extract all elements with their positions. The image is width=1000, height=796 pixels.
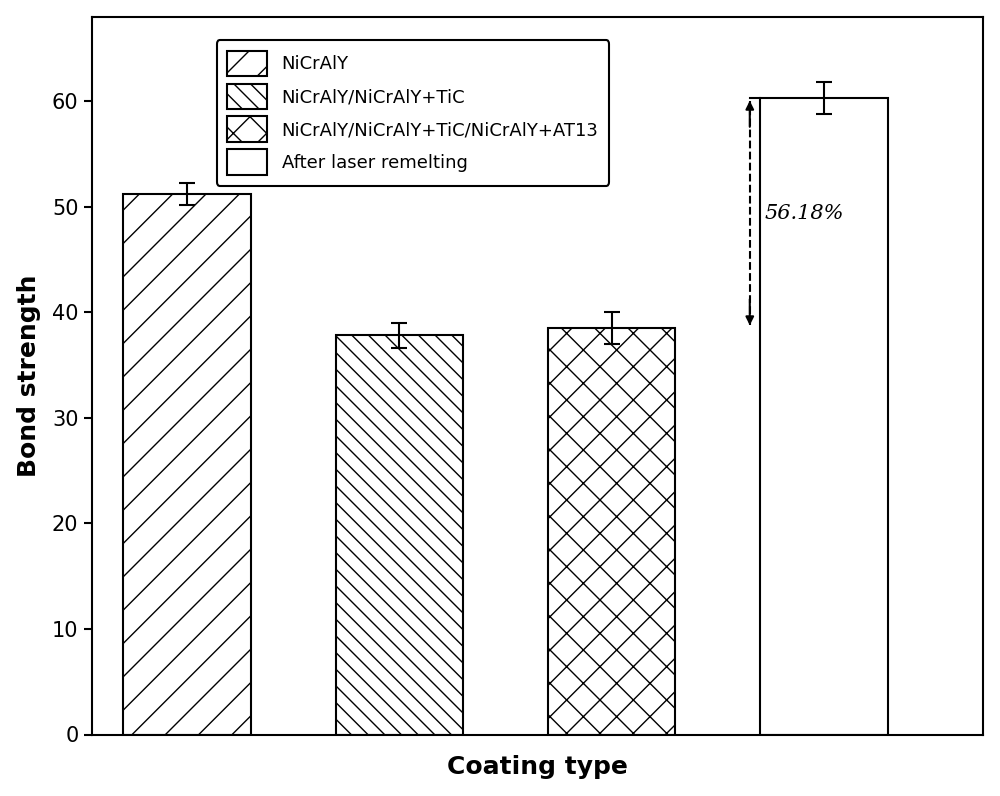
Bar	[548, 328, 675, 735]
Legend: NiCrAlY, NiCrAlY/NiCrAlY+TiC, NiCrAlY/NiCrAlY+TiC/NiCrAlY+AT13, After laser reme: NiCrAlY, NiCrAlY/NiCrAlY+TiC, NiCrAlY/Ni…	[217, 40, 609, 185]
X-axis label: Coating type: Coating type	[447, 755, 628, 779]
Bar	[760, 98, 888, 735]
Text: 56.18%: 56.18%	[765, 204, 844, 223]
Bar	[336, 335, 463, 735]
Bar	[123, 194, 251, 735]
Y-axis label: Bond strength: Bond strength	[17, 275, 41, 477]
